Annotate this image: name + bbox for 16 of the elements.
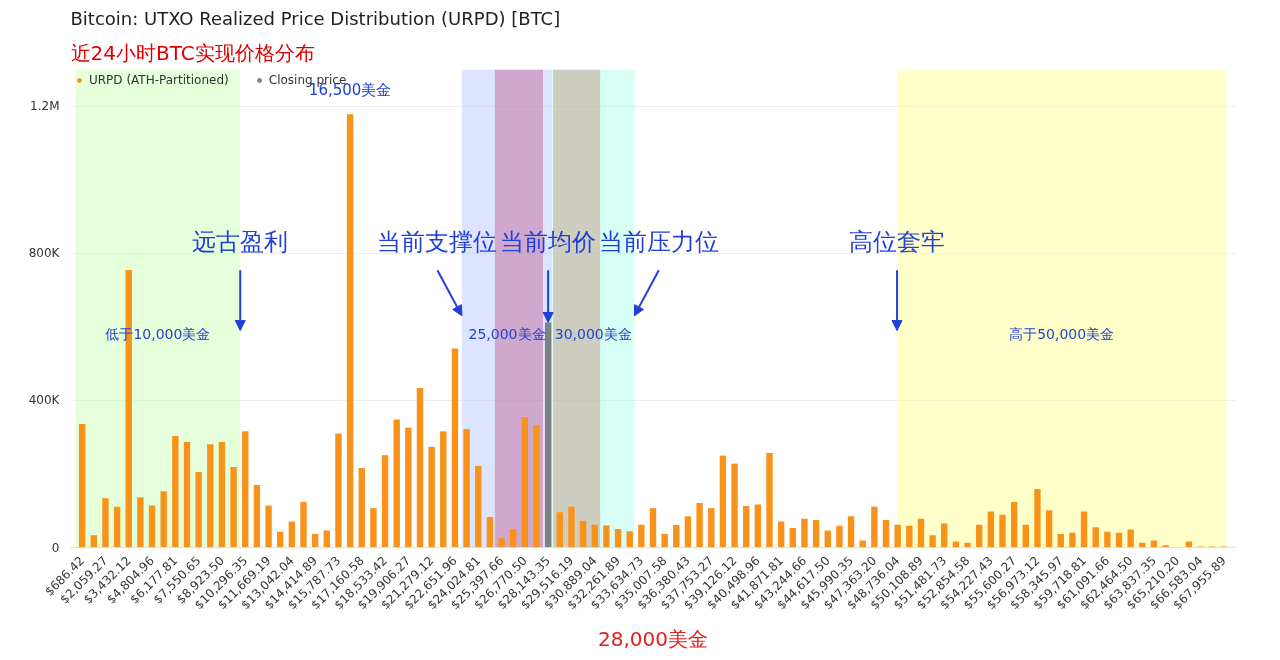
band-label: 高于50,000美金 [1009, 325, 1115, 342]
chart-title: Bitcoin: UTXO Realized Price Distribution (URPD) [BTC] [70, 7, 561, 29]
text: 28,000美金 [598, 626, 708, 651]
annotation: 当前压力位 [598, 227, 719, 256]
y-tick-label: 0 [51, 540, 60, 555]
annotation: 当前支撑位 [377, 227, 498, 256]
annotation: 远古盈利 [192, 227, 289, 256]
band-label: 25,000美金 [468, 325, 546, 342]
legend-label: URPD (ATH-Partitioned) [89, 73, 229, 87]
y-tick-label: 1.2M [30, 99, 60, 114]
chart-subtitle: 近24小时BTC实现价格分布 [70, 40, 315, 65]
y-tick-label: 400K [28, 393, 61, 408]
y-tick-label: 800K [28, 246, 61, 261]
band-label: 30,000美金 [554, 325, 632, 342]
annotation: 当前均价 [500, 227, 597, 256]
annotation: 高位套牢 [849, 227, 946, 256]
